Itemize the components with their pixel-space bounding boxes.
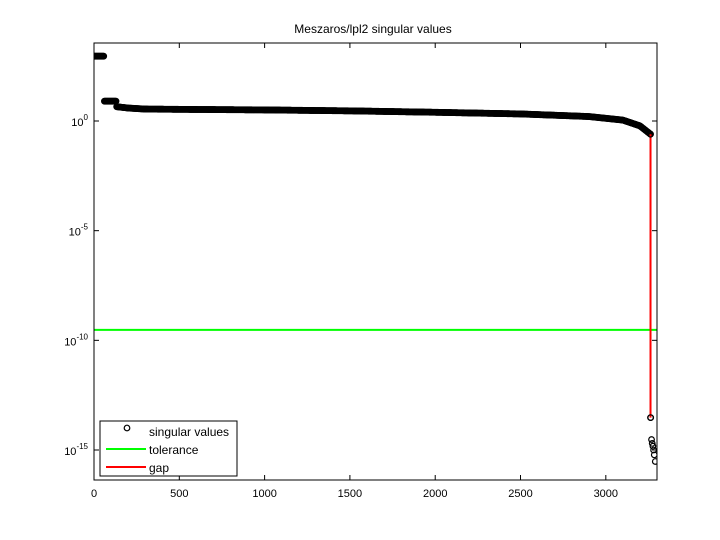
singular-value-point — [650, 451, 657, 459]
y-tick-label: 10-10 — [64, 332, 88, 348]
singular-value-point — [648, 436, 655, 443]
x-tick-label: 0 — [91, 488, 97, 500]
gap-endpoint-bottom — [647, 414, 654, 422]
singular-value-point — [648, 439, 656, 447]
plot-area — [94, 52, 657, 465]
x-tick-label: 1500 — [338, 488, 362, 500]
y-tick-label: 10-5 — [69, 223, 89, 239]
x-tick-label: 1000 — [252, 488, 276, 500]
singular-value-markers — [94, 52, 657, 465]
y-axis: 100 10-5 10-10 10-15 — [64, 113, 657, 458]
singular-value-point — [651, 458, 657, 465]
x-tick-label: 500 — [170, 488, 188, 500]
singular-value-point — [100, 52, 108, 60]
legend-label-gap: gap — [149, 461, 169, 475]
legend-label-tolerance: tolerance — [149, 443, 199, 457]
gap-endpoint-top — [647, 130, 654, 138]
legend: singular values tolerance gap — [99, 420, 238, 477]
x-tick-label: 3000 — [594, 488, 618, 500]
axes-box — [93, 42, 658, 481]
y-tick-label: 100 — [71, 113, 88, 129]
legend-label-singular-values: singular values — [149, 425, 229, 439]
singular-value-point — [649, 442, 657, 450]
chart-title: Meszaros/lpl2 singular values — [294, 22, 451, 36]
y-tick-label: 10-15 — [64, 442, 88, 458]
x-axis: 0 500 1000 1500 2000 2500 3000 — [91, 43, 618, 500]
x-tick-label: 2500 — [508, 488, 532, 500]
x-tick-label: 2000 — [423, 488, 447, 500]
legend-marker-singular-values — [123, 424, 131, 432]
